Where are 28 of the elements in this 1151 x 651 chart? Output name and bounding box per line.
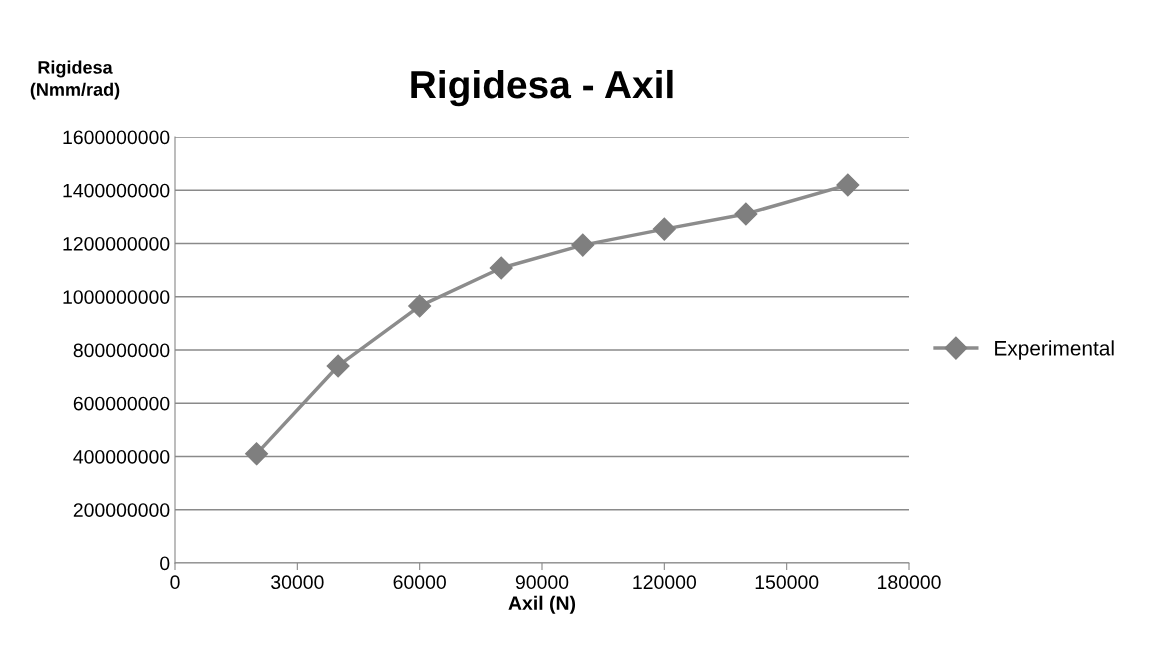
y-axis-title: Rigidesa (Nmm/rad) — [30, 60, 120, 100]
point — [408, 294, 432, 318]
x-tick-label: 60000 — [393, 575, 446, 590]
chart-title: Rigidesa - Axil — [411, 69, 673, 107]
y-tick-label: 1200000000 — [63, 236, 170, 251]
y-tick-label: 600000000 — [73, 396, 170, 411]
y-tick-label: 0 — [160, 556, 170, 571]
y-tick-label: 200000000 — [73, 503, 170, 517]
y-tick-label: 1000000000 — [63, 290, 170, 304]
x-tick-label: 180000 — [878, 575, 941, 590]
point — [245, 442, 269, 466]
point — [326, 354, 350, 378]
y-tick-label: 1400000000 — [63, 183, 170, 198]
y-tick-label: 1600000000 — [63, 130, 170, 145]
y-tick-label: 400000000 — [73, 449, 170, 464]
y-tick-label: 800000000 — [73, 343, 170, 358]
point — [652, 217, 676, 241]
point — [489, 256, 513, 280]
legend-label: Experimental — [995, 340, 1114, 360]
x-tick-label: 120000 — [633, 575, 697, 590]
point — [734, 202, 758, 226]
point — [571, 233, 595, 257]
x-tick-label: 150000 — [755, 575, 819, 590]
point — [836, 173, 860, 197]
x-tick-label: 30000 — [271, 575, 324, 590]
x-tick-label: 0 — [170, 575, 180, 590]
x-axis-title: Axil (N) — [508, 595, 576, 614]
x-tick-label: 90000 — [515, 575, 569, 590]
